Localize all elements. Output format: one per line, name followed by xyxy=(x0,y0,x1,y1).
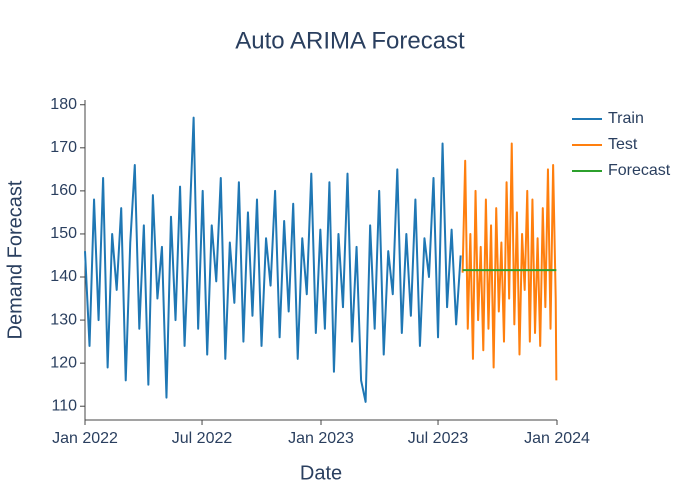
x-tick-label: Jul 2022 xyxy=(172,430,233,447)
x-tick-label: Jan 2024 xyxy=(524,430,590,447)
y-tick-label: 140 xyxy=(50,268,77,285)
chart-title: Auto ARIMA Forecast xyxy=(235,27,465,54)
legend-label: Train xyxy=(608,110,644,127)
y-tick-label: 160 xyxy=(50,182,77,199)
y-tick-label: 170 xyxy=(50,139,77,156)
x-axis-label: Date xyxy=(300,462,342,484)
series-line xyxy=(461,142,558,381)
y-tick-label: 110 xyxy=(51,397,77,414)
x-tick-label: Jan 2022 xyxy=(52,430,118,447)
legend-label: Test xyxy=(608,136,638,153)
x-tick-label: Jul 2023 xyxy=(408,430,469,447)
y-tick-label: 150 xyxy=(50,225,77,242)
y-axis-label: Demand Forecast xyxy=(4,180,26,339)
y-tick-label: 120 xyxy=(50,354,77,371)
legend-label: Forecast xyxy=(608,162,671,179)
y-tick-label: 180 xyxy=(50,96,77,113)
y-tick-label: 130 xyxy=(50,311,77,328)
series-line xyxy=(84,116,462,403)
x-tick-label: Jan 2023 xyxy=(288,430,354,447)
